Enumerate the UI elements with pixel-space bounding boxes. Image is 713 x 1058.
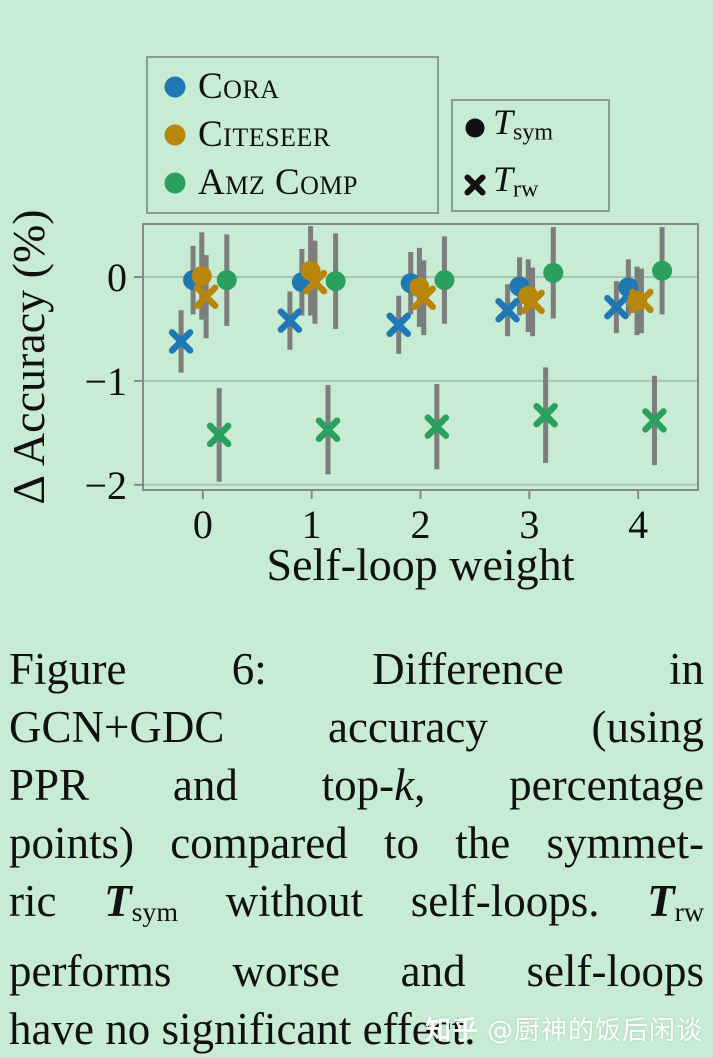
caption-text: PPR and top- [9,760,395,810]
caption-text: ric [9,876,105,926]
legend-transitions: Tsym Trw [451,99,610,212]
legend-label-amz-comp: Amz Comp [198,162,359,203]
x-tick-label: 1 [302,502,322,547]
point-citeseer-trw-x2 [411,285,437,311]
point-citeseer-tsym-x0 [191,265,212,286]
y-tick-label: −1 [84,359,127,404]
caption-line: Figure 6: Difference in [9,640,704,698]
legend-label-citeseer: Citeseer [198,114,331,155]
point-amzcomp-tsym-x3 [543,262,564,283]
caption-line: PPR and top-k, percentage [9,756,704,814]
legend-item-tsym: Tsym [463,100,598,154]
point-citeseer-trw-x0 [193,284,219,309]
point-cora-trw-x1 [277,308,303,333]
point-cora-trw-x4 [604,294,629,320]
tsym-label: Tsym [493,102,554,146]
caption-text: rw [674,897,704,929]
caption-text: Figure 6: Difference in [9,644,704,694]
legend-label-cora: Cora [198,66,280,107]
point-amzcomp-trw-x1 [315,417,341,442]
y-axis-label: Δ Accuracy (%) [3,209,54,504]
legend-item-citeseer: Citeseer [164,113,421,157]
caption-text: without self-loops. [178,876,648,926]
watermark-handle: @厨神的饭后闲谈 [486,1016,703,1046]
figure: 0 1 2 3 4 0 −1 −2 Self-loop weight Δ Accuracy (%)… [3,56,699,590]
point-amzcomp-trw-x0 [206,422,232,448]
trw-label: Trw [493,158,539,202]
caption-text: T [647,876,675,926]
point-amzcomp-trw-x4 [642,408,667,433]
point-cora-trw-x2 [386,312,411,338]
point-amzcomp-tsym-x0 [216,270,237,291]
legend-item-cora: Cora [164,65,421,109]
point-citeseer-trw-x4 [629,288,654,314]
legend-datasets: Cora Citeseer Amz Comp [146,56,439,214]
legend-item-trw: Trw [463,157,598,211]
trw-marker-icon [464,174,486,196]
figure-caption: Figure 6: Difference in GCN+GDC accuracy … [9,640,704,1058]
amz-comp-dot-icon [164,172,186,194]
caption-text: sym [131,897,179,929]
point-cora-trw-x3 [495,297,520,323]
point-citeseer-trw-x1 [302,269,328,295]
caption-text: points) compared to the symmet- [9,818,704,868]
caption-text: , percentage [414,760,705,810]
cora-dot-icon [164,76,186,98]
x-tick-label: 4 [628,502,648,547]
watermark-brand: 知乎 [424,1016,479,1046]
caption-text: have no significant effect. [9,1004,476,1055]
caption-text: performs worse and self-loops [9,946,704,997]
caption-text: GCN+GDC accuracy (using [9,702,704,752]
caption-line: performs worse and self-loops [9,942,704,1000]
point-cora-trw-x0 [168,329,194,354]
point-amzcomp-trw-x2 [424,414,450,439]
point-amzcomp-tsym-x1 [325,271,346,292]
watermark: 知乎 @厨神的饭后闲谈 [425,1010,703,1047]
point-amzcomp-trw-x3 [533,402,558,428]
point-amzcomp-tsym-x2 [434,270,455,291]
scatter-chart: 0 1 2 3 4 0 −1 −2 Self-loop weight Δ Accuracy (%) [3,209,699,590]
caption-line: ric Tsym without self-loops. Trw [9,872,704,942]
y-tick-label: 0 [107,255,127,300]
citeseer-dot-icon [164,124,186,146]
point-citeseer-trw-x3 [520,289,545,315]
x-tick-label: 2 [411,502,431,547]
caption-line: have no significant effect. [9,1000,704,1058]
x-tick-label: 3 [519,502,539,547]
caption-text: T [104,876,132,926]
caption-line: GCN+GDC accuracy (using [9,698,704,756]
x-axis-label: Self-loop weight [267,539,575,590]
y-tick-label: −2 [84,463,127,508]
x-tick-label: 0 [193,502,213,547]
caption-line: points) compared to the symmet- [9,814,704,872]
caption-text: k [394,760,415,810]
point-amzcomp-tsym-x4 [652,260,673,281]
legend-item-amz-comp: Amz Comp [164,161,421,205]
tsym-marker-icon [465,118,485,138]
